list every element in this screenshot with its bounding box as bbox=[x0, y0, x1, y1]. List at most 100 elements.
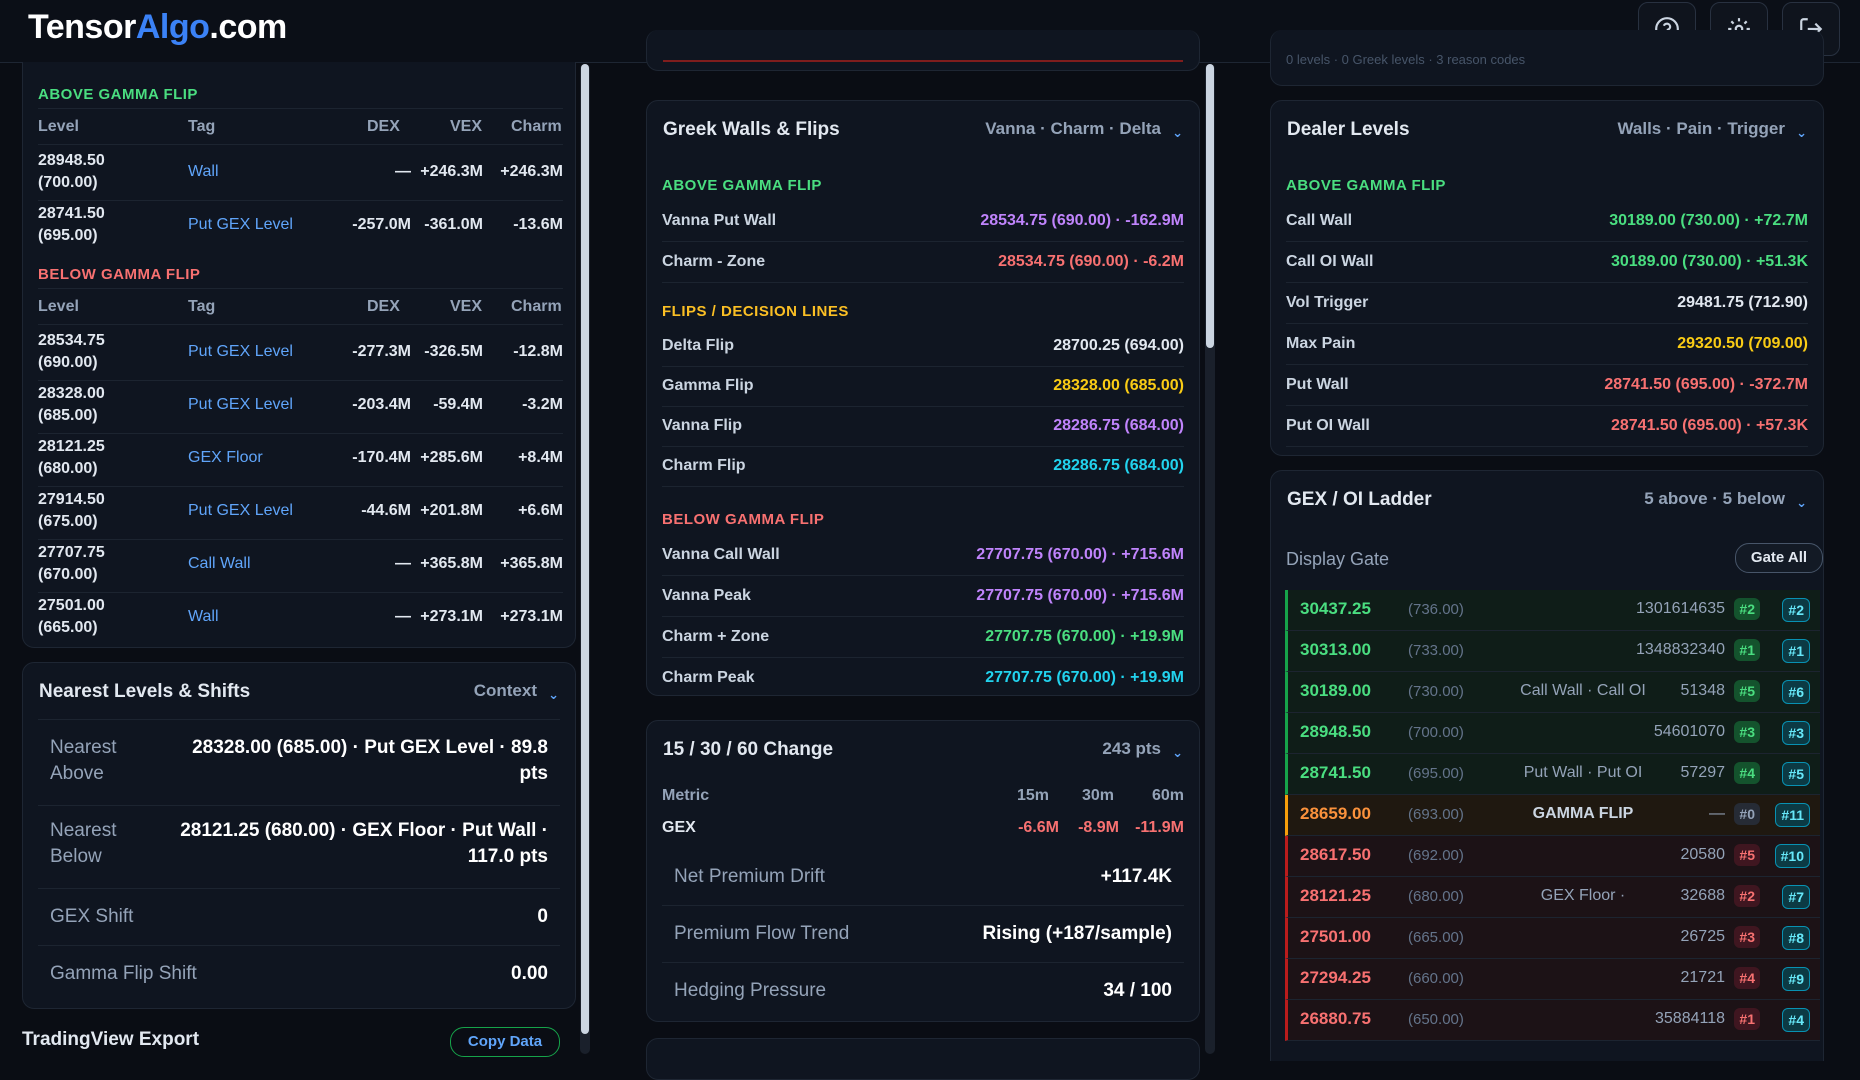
ladder-strike: (693.00) bbox=[1408, 806, 1464, 823]
ladder-oi: 1348832340 bbox=[1636, 641, 1725, 658]
dealer-row: Vol Trigger 29481.75 (712.90) bbox=[1286, 283, 1808, 324]
ladder-row[interactable]: 28659.00 (693.00) GAMMA FLIP — #0 #11 bbox=[1285, 795, 1820, 836]
vex-value: +365.8M bbox=[420, 555, 483, 572]
level-value: 28121.25 bbox=[38, 438, 105, 455]
ladder-strike: (650.00) bbox=[1408, 1011, 1464, 1028]
table-row[interactable]: 27707.75 (670.00) Call Wall — +365.8M +365.8M bbox=[38, 540, 563, 593]
ladder-row[interactable]: 30437.25 (736.00) 1301614635 #2 #2 bbox=[1285, 590, 1820, 631]
dealer-row-value: 28741.50 (695.00) · +57.3K bbox=[1610, 417, 1808, 434]
change-label: Hedging Pressure bbox=[674, 980, 827, 1001]
oi-rank-badge: #8 bbox=[1782, 926, 1810, 950]
dealer-row-label: Put OI Wall bbox=[1286, 417, 1370, 434]
logo[interactable]: TensorAlgo.com bbox=[28, 8, 287, 46]
flip-row-label: Delta Flip bbox=[662, 337, 735, 354]
ladder-row[interactable]: 30313.00 (733.00) 1348832340 #1 #1 bbox=[1285, 631, 1820, 672]
ladder-row[interactable]: 28617.50 (692.00) 20580 #5 #10 bbox=[1285, 836, 1820, 877]
greek-row: Charm + Zone 27707.75 (670.00) · +19.9M bbox=[662, 617, 1184, 658]
flip-row-value: 28328.00 (685.00) bbox=[1053, 377, 1184, 394]
vex-value: -361.0M bbox=[424, 216, 483, 233]
ladder-strike: (700.00) bbox=[1408, 724, 1464, 741]
gex-15m: -6.6M bbox=[1018, 819, 1059, 836]
col-30m: 30m bbox=[1081, 787, 1114, 804]
charm-value: -12.8M bbox=[513, 343, 563, 360]
copy-data-button[interactable]: Copy Data bbox=[450, 1027, 560, 1057]
gex-ladder-header[interactable]: GEX / OI Ladder 5 above · 5 below ⌄ bbox=[1287, 489, 1807, 513]
ladder-row[interactable]: 26880.75 (650.00) 35884118 #1 #4 bbox=[1285, 1000, 1820, 1041]
greek-row-value: 27707.75 (670.00) · +715.6M bbox=[976, 587, 1184, 604]
table-row[interactable]: 28534.75 (690.00) Put GEX Level -277.3M -326… bbox=[38, 328, 563, 381]
ladder-price: 30437.25 bbox=[1300, 599, 1371, 618]
gex-rank-badge: #4 bbox=[1734, 967, 1760, 989]
gex-rank-badge: #3 bbox=[1734, 721, 1760, 743]
dealer-row: Put OI Wall 28741.50 (695.00) · +57.3K bbox=[1286, 406, 1808, 447]
ladder-oi: — bbox=[1709, 805, 1725, 822]
dealer-row: Call OI Wall 30189.00 (730.00) · +51.3K bbox=[1286, 242, 1808, 283]
greek-row-value: 28534.75 (690.00) · -6.2M bbox=[998, 253, 1184, 270]
ladder-oi: 32688 bbox=[1680, 887, 1726, 904]
ladder-row[interactable]: 28121.25 (680.00) GEX Floor · 32688 #2 #7 bbox=[1285, 877, 1820, 918]
ladder-row[interactable]: 28741.50 (695.00) Put Wall · Put OI 57297 #4… bbox=[1285, 754, 1820, 795]
dealer-levels-header[interactable]: Dealer Levels Walls · Pain · Trigger ⌄ bbox=[1287, 119, 1807, 143]
bottom-partial-card bbox=[646, 1038, 1200, 1080]
change-row: Premium Flow Trend Rising (+187/sample) bbox=[662, 906, 1184, 963]
ladder-price: 27294.25 bbox=[1300, 968, 1371, 987]
table-row[interactable]: 28121.25 (680.00) GEX Floor -170.4M +285.6M +… bbox=[38, 434, 563, 487]
ladder-strike: (730.00) bbox=[1408, 683, 1464, 700]
dealer-row: Put Wall 28741.50 (695.00) · -372.7M bbox=[1286, 365, 1808, 406]
table-row[interactable]: 27501.00 (665.00) Wall — +273.1M +273.1M bbox=[38, 593, 563, 645]
oi-rank-badge: #3 bbox=[1782, 721, 1810, 745]
chevron-down-icon: ⌄ bbox=[548, 687, 559, 702]
greek-row-value: 28534.75 (690.00) · -162.9M bbox=[980, 212, 1184, 229]
gex-rank-badge: #1 bbox=[1734, 639, 1760, 661]
level-sub: (680.00) bbox=[38, 460, 98, 477]
col-vex: VEX bbox=[450, 118, 483, 135]
level-tag: Call Wall bbox=[188, 555, 251, 572]
left-scrollbar[interactable] bbox=[580, 64, 590, 1054]
middle-scrollbar[interactable] bbox=[1205, 64, 1215, 1054]
middle-scrollbar-thumb[interactable] bbox=[1206, 64, 1214, 348]
change-label: Net Premium Drift bbox=[674, 866, 825, 887]
ladder-row[interactable]: 30189.00 (730.00) Call Wall · Call OI 51348… bbox=[1285, 672, 1820, 713]
charm-value: -13.6M bbox=[513, 216, 563, 233]
greek-row-label: Charm + Zone bbox=[662, 628, 770, 645]
top-hint: 0 levels · 0 Greek levels · 3 reason cod… bbox=[1286, 52, 1526, 67]
dex-value: -203.4M bbox=[352, 396, 411, 413]
greek-row-label: Vanna Peak bbox=[662, 587, 751, 604]
change-header[interactable]: 15 / 30 / 60 Change 243 pts ⌄ bbox=[663, 739, 1183, 763]
left-scrollbar-thumb[interactable] bbox=[581, 64, 589, 1034]
nearest-above-row: Nearest Above 28328.00 (685.00) · Put GE… bbox=[38, 723, 560, 806]
oi-rank-badge: #7 bbox=[1782, 885, 1810, 909]
nearest-below-label-2: Below bbox=[50, 846, 102, 867]
context-label: Context bbox=[473, 681, 537, 700]
ladder-row[interactable]: 27294.25 (660.00) 21721 #4 #9 bbox=[1285, 959, 1820, 1000]
change-value: Rising (+187/sample) bbox=[982, 923, 1172, 944]
ladder-price: 28948.50 bbox=[1300, 722, 1371, 741]
right-top-partial-card: 0 levels · 0 Greek levels · 3 reason cod… bbox=[1270, 30, 1824, 86]
change-value: +117.4K bbox=[1100, 866, 1172, 887]
table-row[interactable]: 28328.00 (685.00) Put GEX Level -203.4M -59.… bbox=[38, 381, 563, 434]
level-tag: Put GEX Level bbox=[188, 216, 293, 233]
level-value: 28534.75 bbox=[38, 332, 105, 349]
table-row[interactable]: 27914.50 (675.00) Put GEX Level -44.6M +201.… bbox=[38, 487, 563, 540]
greek-walls-header[interactable]: Greek Walls & Flips Vanna · Charm · Delt… bbox=[663, 119, 1183, 143]
level-tag: Put GEX Level bbox=[188, 502, 293, 519]
greek-row: Vanna Call Wall 27707.75 (670.00) · +715.… bbox=[662, 535, 1184, 576]
flip-row: Charm Flip 28286.75 (684.00) bbox=[662, 447, 1184, 487]
greek-walls-card: Greek Walls & Flips Vanna · Charm · Delt… bbox=[646, 100, 1200, 696]
vex-value: +285.6M bbox=[420, 449, 483, 466]
ladder-row[interactable]: 28948.50 (700.00) 54601070 #3 #3 bbox=[1285, 713, 1820, 754]
flip-row: Delta Flip 28700.25 (694.00) bbox=[662, 327, 1184, 367]
nearest-levels-header[interactable]: Nearest Levels & Shifts Context ⌄ bbox=[39, 681, 559, 705]
dealer-row-value: 28741.50 (695.00) · -372.7M bbox=[1604, 376, 1808, 393]
table-row[interactable]: 28741.50 (695.00) Put GEX Level -257.0M … bbox=[38, 201, 563, 253]
col-15m: 15m bbox=[1016, 787, 1049, 804]
table-row[interactable]: 28948.50 (700.00) Wall — +246.3M +246.3M bbox=[38, 148, 563, 201]
gate-all-button[interactable]: Gate All bbox=[1735, 543, 1823, 573]
ladder-row[interactable]: 27501.00 (665.00) 26725 #3 #8 bbox=[1285, 918, 1820, 959]
dex-value: -170.4M bbox=[352, 449, 411, 466]
gamma-flip-shift-row: Gamma Flip Shift 0.00 bbox=[38, 946, 560, 1002]
chevron-down-icon: ⌄ bbox=[1796, 125, 1807, 140]
ladder-oi: 57297 bbox=[1680, 764, 1726, 781]
col-level: Level bbox=[38, 298, 79, 315]
flip-row-value: 28286.75 (684.00) bbox=[1053, 457, 1184, 474]
